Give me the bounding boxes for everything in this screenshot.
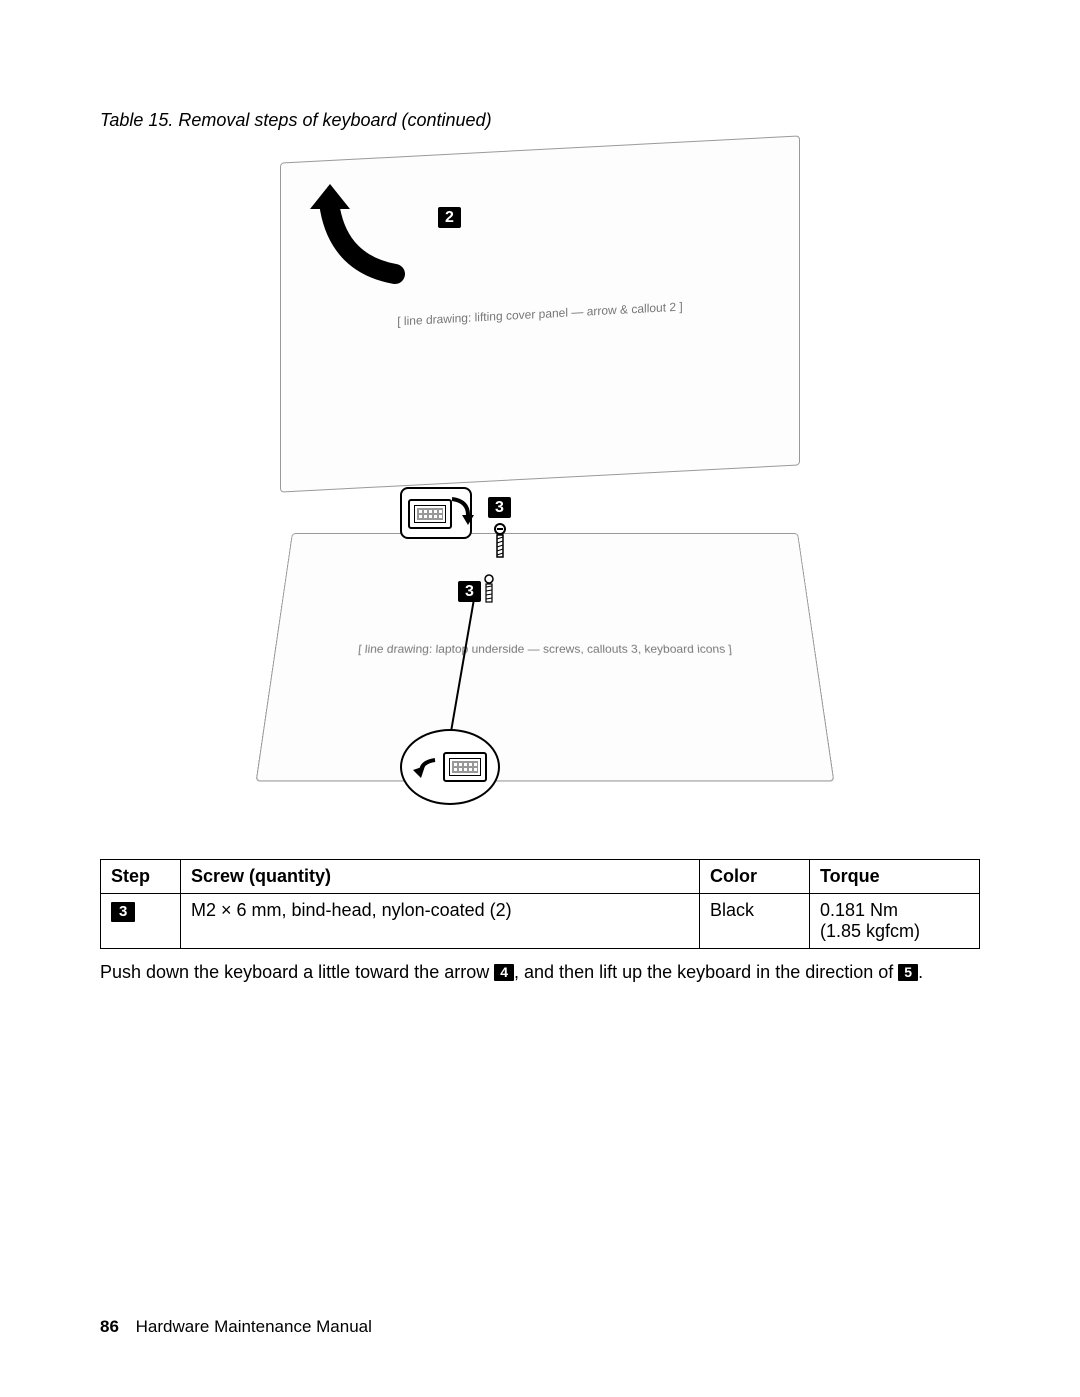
keyboard-icon [443, 752, 487, 782]
cell-step: 3 [101, 894, 181, 949]
manual-page: Table 15. Removal steps of keyboard (con… [0, 0, 1080, 1397]
header-step: Step [101, 860, 181, 894]
screw-icon-lower [482, 574, 496, 608]
header-screw: Screw (quantity) [181, 860, 700, 894]
step-badge-3: 3 [111, 902, 135, 922]
small-arrow-upper [448, 495, 474, 525]
table-caption: Table 15. Removal steps of keyboard (con… [100, 110, 980, 131]
page-number: 86 [100, 1317, 119, 1336]
screw-spec-table: Step Screw (quantity) Color Torque 3 M2 … [100, 859, 980, 949]
callout-2: 2 [438, 207, 461, 228]
table-row: 3 M2 × 6 mm, bind-head, nylon-coated (2)… [101, 894, 980, 949]
instruction-text: Push down the keyboard a little toward t… [100, 959, 980, 985]
callout-3-upper: 3 [488, 497, 511, 518]
torque-line2: (1.85 kgfcm) [820, 921, 920, 941]
cell-screw: M2 × 6 mm, bind-head, nylon-coated (2) [181, 894, 700, 949]
keyboard-marker-magnifier [400, 729, 500, 805]
doc-title: Hardware Maintenance Manual [136, 1317, 372, 1336]
cell-torque: 0.181 Nm (1.85 kgfcm) [810, 894, 980, 949]
header-torque: Torque [810, 860, 980, 894]
screw-icon-upper [492, 523, 508, 563]
figure-lower-underside: [ line drawing: laptop underside — screw… [256, 533, 835, 781]
inline-badge-5: 5 [898, 964, 918, 981]
small-arrow-lower [413, 756, 439, 778]
instr-pre: Push down the keyboard a little toward t… [100, 962, 494, 982]
cell-color: Black [700, 894, 810, 949]
figure-area: [ line drawing: lifting cover panel — ar… [100, 149, 980, 829]
inline-badge-4: 4 [494, 964, 514, 981]
arrow-step-2 [300, 179, 420, 299]
keyboard-icon [408, 499, 452, 529]
instr-post: . [918, 962, 923, 982]
header-color: Color [700, 860, 810, 894]
table-header-row: Step Screw (quantity) Color Torque [101, 860, 980, 894]
page-footer: 86 Hardware Maintenance Manual [100, 1317, 372, 1337]
torque-line1: 0.181 Nm [820, 900, 898, 920]
instr-mid: , and then lift up the keyboard in the d… [514, 962, 898, 982]
